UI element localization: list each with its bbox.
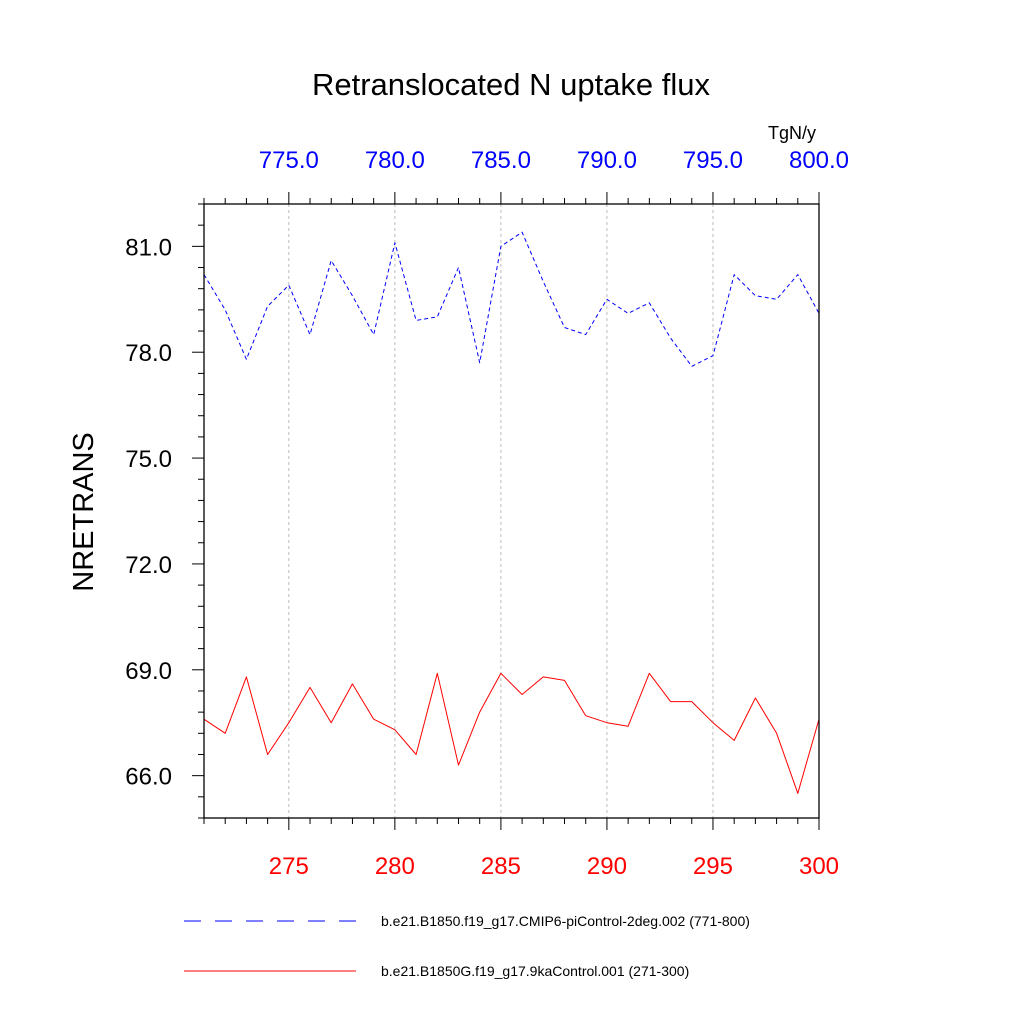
legend-label-9kaControl: b.e21.B1850G.f19_g17.9kaControl.001 (271… bbox=[381, 963, 689, 979]
x-bottom-tick-label: 290 bbox=[587, 853, 627, 880]
series-layer bbox=[203, 231, 820, 794]
x-bottom-tick-label: 280 bbox=[375, 853, 415, 880]
y-tick-label: 81.0 bbox=[125, 234, 172, 261]
x-top-tick-label: 800.0 bbox=[789, 147, 849, 174]
chart-title: Retranslocated N uptake flux bbox=[312, 67, 711, 102]
plot-frame bbox=[203, 203, 820, 819]
series-line-0 bbox=[203, 231, 820, 367]
grid bbox=[288, 204, 714, 818]
y-axis-label: NRETRANS bbox=[68, 432, 100, 592]
series-line-1 bbox=[203, 672, 820, 794]
x-top-tick-label: 795.0 bbox=[683, 147, 743, 174]
y-tick-label: 72.0 bbox=[125, 552, 172, 579]
y-tick-label: 78.0 bbox=[125, 340, 172, 367]
axis-ticks bbox=[192, 192, 820, 830]
x-bottom-tick-label: 295 bbox=[693, 853, 733, 880]
x-top-tick-label: 790.0 bbox=[577, 147, 637, 174]
legend-label-piControl: b.e21.B1850.f19_g17.CMIP6-piControl-2deg… bbox=[381, 913, 750, 929]
y-tick-label: 66.0 bbox=[125, 764, 172, 791]
y-tick-label: 75.0 bbox=[125, 446, 172, 473]
x-top-tick-label: 785.0 bbox=[471, 147, 531, 174]
tick-labels: 275 280 285 290 295 300 775.0 780.0 785.0 790.0 79… bbox=[125, 147, 849, 880]
x-top-tick-label: 780.0 bbox=[365, 147, 425, 174]
x-bottom-tick-label: 300 bbox=[799, 853, 839, 880]
x-top-tick-label: 775.0 bbox=[259, 147, 319, 174]
units-label: TgN/y bbox=[768, 123, 816, 143]
x-bottom-tick-label: 275 bbox=[269, 853, 309, 880]
legend: b.e21.B1850.f19_g17.CMIP6-piControl-2deg… bbox=[184, 913, 750, 979]
y-tick-label: 69.0 bbox=[125, 658, 172, 685]
x-bottom-tick-label: 285 bbox=[481, 853, 521, 880]
